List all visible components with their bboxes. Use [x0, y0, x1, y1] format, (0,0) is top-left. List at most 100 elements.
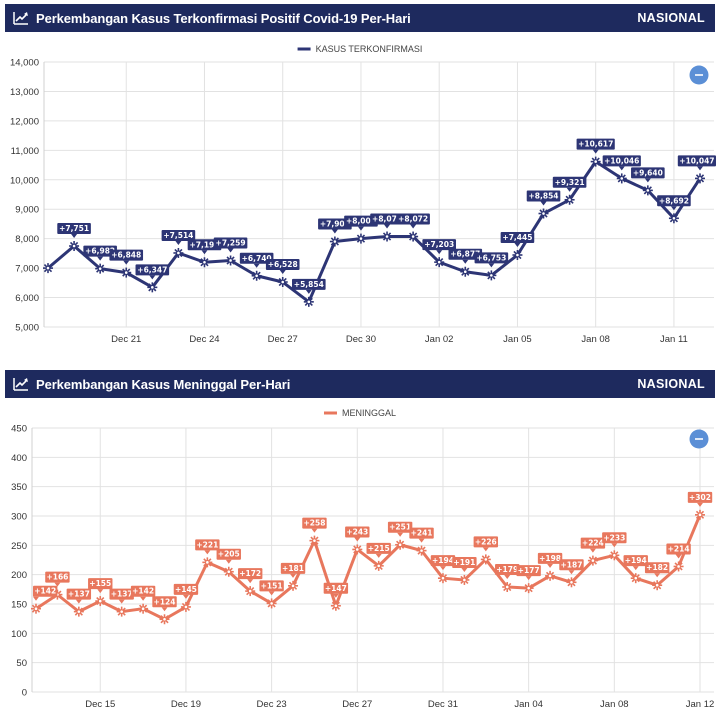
data-label: +224 [580, 537, 606, 553]
data-point[interactable] [251, 270, 262, 281]
y-tick-label: 450 [11, 424, 27, 435]
data-point[interactable] [199, 257, 210, 268]
data-point[interactable] [695, 509, 705, 520]
data-label: +10,047 [677, 155, 716, 171]
data-label-text: +6,753 [476, 253, 506, 262]
data-point[interactable] [437, 573, 448, 584]
data-label-text: +7,445 [502, 233, 532, 242]
x-tick-label: Jan 02 [425, 334, 454, 345]
data-label: +205 [216, 548, 241, 564]
data-point[interactable] [288, 580, 299, 591]
data-label-text: +181 [282, 564, 304, 573]
data-label: +6,753 [474, 252, 509, 268]
data-point[interactable] [395, 539, 406, 550]
data-point[interactable] [609, 550, 620, 561]
data-label: +7,203 [422, 239, 456, 255]
y-tick-label: 150 [11, 600, 27, 611]
data-point[interactable] [642, 185, 653, 196]
data-point[interactable] [408, 231, 419, 242]
x-tick-label: Dec 19 [171, 699, 201, 710]
data-point[interactable] [486, 270, 497, 281]
data-point[interactable] [630, 573, 641, 584]
x-tick-label: Dec 30 [346, 334, 376, 345]
y-tick-label: 11,000 [11, 146, 39, 157]
x-tick-label: Dec 27 [342, 699, 372, 710]
data-point[interactable] [668, 213, 679, 224]
data-point[interactable] [512, 250, 523, 261]
data-label-text: +8,074 [372, 214, 402, 223]
collapse-button[interactable] [689, 65, 709, 85]
data-point[interactable] [616, 173, 627, 184]
data-point[interactable] [43, 263, 53, 274]
data-point[interactable] [590, 156, 601, 167]
data-label: +7,514 [161, 229, 196, 245]
data-point[interactable] [303, 296, 314, 307]
data-point[interactable] [31, 603, 41, 614]
data-label: +147 [323, 582, 349, 598]
data-point[interactable] [202, 557, 213, 568]
data-point[interactable] [330, 600, 341, 611]
legend[interactable]: KASUS TERKONFIRMASI [297, 44, 423, 54]
data-point[interactable] [382, 231, 393, 242]
data-point[interactable] [416, 545, 427, 556]
data-label: +7,199 [187, 239, 222, 255]
data-label-text: +7,751 [59, 224, 89, 233]
data-point[interactable] [138, 603, 149, 614]
data-point[interactable] [480, 554, 491, 565]
data-point[interactable] [434, 257, 445, 268]
data-point[interactable] [173, 247, 184, 258]
legend[interactable]: MENINGGAL [323, 408, 396, 418]
data-point[interactable] [673, 561, 684, 572]
data-point[interactable] [266, 598, 277, 609]
y-tick-label: 200 [11, 570, 27, 581]
data-point[interactable] [459, 574, 470, 585]
data-point[interactable] [545, 570, 556, 581]
region-badge: NASIONAL [637, 11, 705, 25]
data-point[interactable] [652, 580, 663, 591]
data-label-text: +251 [389, 523, 411, 532]
data-point[interactable] [116, 606, 127, 617]
data-point[interactable] [564, 194, 575, 205]
data-point[interactable] [523, 583, 534, 594]
data-point[interactable] [95, 596, 106, 607]
data-label-text: +137 [111, 590, 133, 599]
data-label: +215 [366, 542, 391, 558]
data-point[interactable] [460, 266, 471, 277]
data-point[interactable] [566, 577, 577, 588]
data-label: +7,751 [57, 222, 91, 238]
data-point[interactable] [352, 544, 363, 555]
y-tick-label: 14,000 [10, 58, 39, 69]
data-point[interactable] [277, 277, 288, 288]
confirmed-line-chart: 5,000 6,000 7,000 8,000 9,000 10,000 11,000 12,… [10, 44, 716, 345]
data-point[interactable] [159, 614, 170, 625]
data-point[interactable] [538, 208, 549, 219]
data-label-text: +172 [239, 569, 261, 578]
data-point[interactable] [147, 282, 158, 293]
data-label-text: +215 [368, 544, 390, 553]
data-label: +214 [666, 543, 691, 559]
data-label: +243 [345, 526, 370, 542]
data-point[interactable] [695, 173, 705, 184]
data-label: +155 [88, 578, 113, 594]
data-point[interactable] [587, 555, 598, 566]
data-point[interactable] [69, 240, 80, 251]
collapse-button[interactable] [689, 429, 709, 449]
data-point[interactable] [223, 566, 234, 577]
data-point[interactable] [373, 560, 384, 571]
data-point[interactable] [73, 606, 84, 617]
data-label-text: +124 [154, 597, 176, 606]
data-point[interactable] [225, 255, 236, 266]
data-label-text: +7,903 [320, 220, 350, 229]
data-label: +182 [644, 562, 670, 578]
data-label-text: +198 [539, 554, 561, 563]
y-tick-label: 0 [22, 688, 27, 699]
data-point[interactable] [95, 263, 106, 274]
data-label: +241 [409, 527, 434, 543]
data-point[interactable] [309, 535, 320, 546]
data-point[interactable] [121, 267, 132, 278]
data-point[interactable] [245, 586, 256, 597]
data-point[interactable] [180, 601, 191, 612]
data-point[interactable] [329, 236, 340, 247]
data-point[interactable] [355, 233, 366, 244]
data-point[interactable] [502, 581, 513, 592]
